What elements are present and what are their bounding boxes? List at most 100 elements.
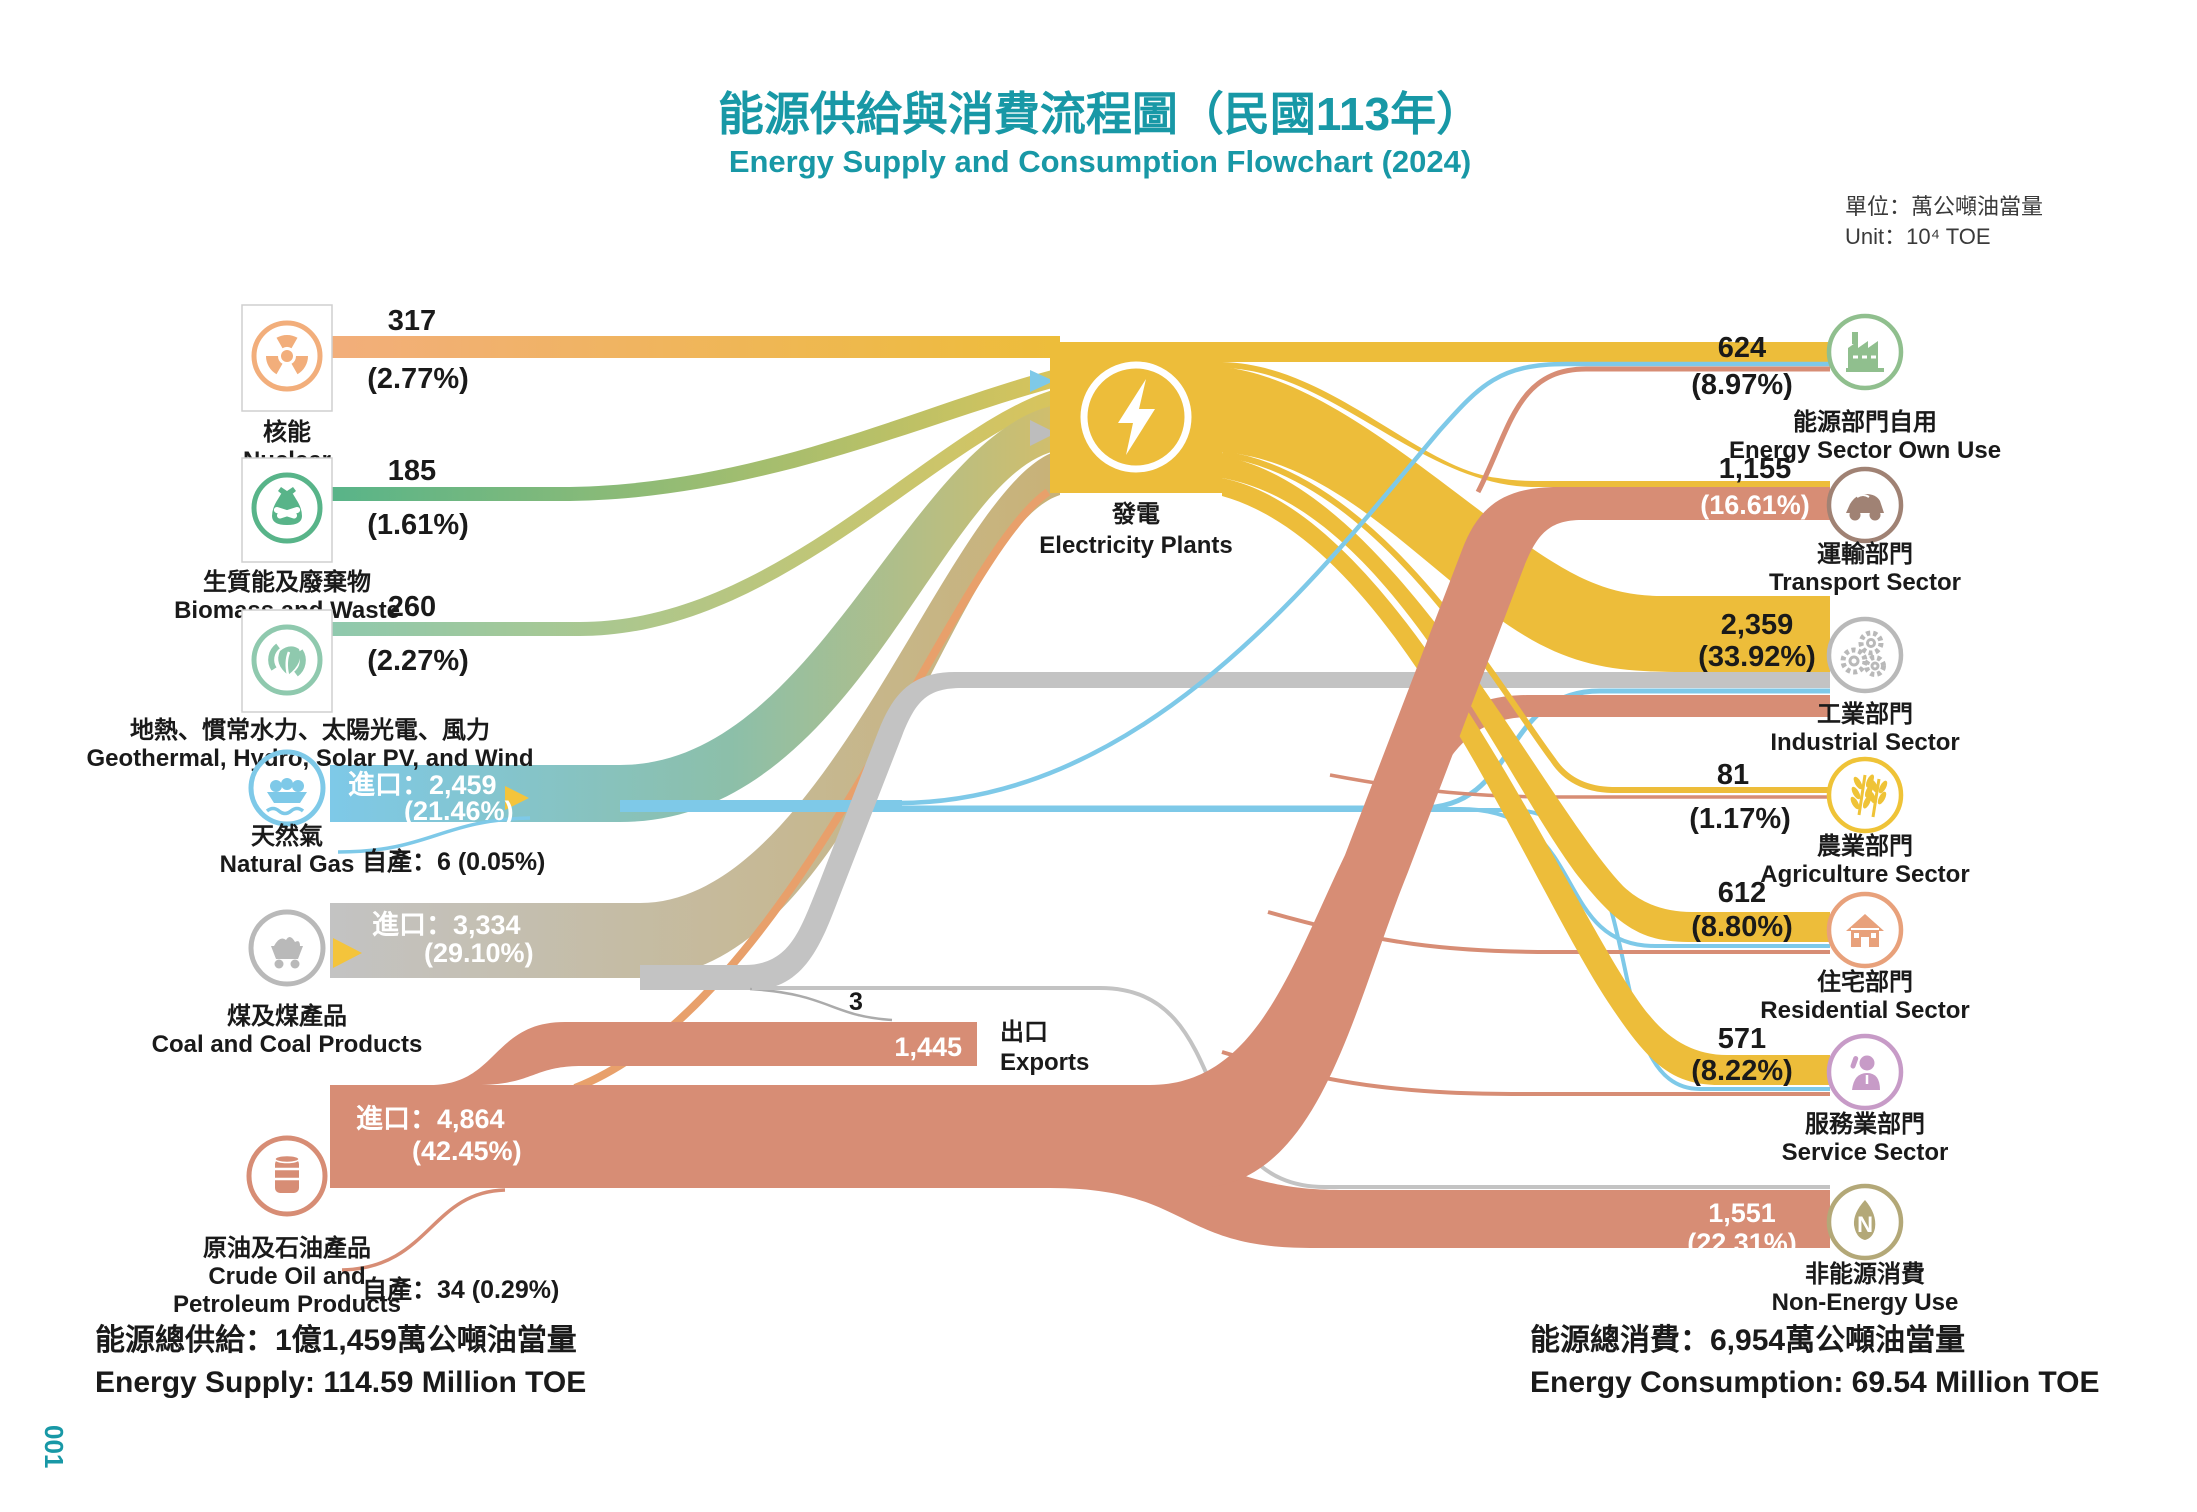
coal-label-zh: 煤及煤產品 xyxy=(227,1002,347,1030)
exports-label-zh: 出口 xyxy=(1000,1019,1048,1046)
oil-barrel-icon xyxy=(246,1135,328,1217)
source-natural-gas: 天然氣 Natural Gas 進口：2,459 (21.46%) 自產：6 (… xyxy=(220,749,545,878)
residential-pct: (8.80%) xyxy=(1691,911,1793,943)
flow-coal-to-electricity xyxy=(330,450,1060,978)
renewables-value: 260 xyxy=(388,591,436,623)
total-supply-en: Energy Supply: 114.59 Million TOE xyxy=(95,1366,586,1399)
sector-transport: 運輸部門 Transport Sector 1,155 (16.61%) xyxy=(1700,453,1961,596)
oil-import-pct: (42.45%) xyxy=(412,1136,522,1166)
page-number: 001 xyxy=(39,1425,69,1468)
service-label-zh: 服務業部門 xyxy=(1805,1110,1925,1138)
non-energy-pct: (22.31%) xyxy=(1687,1228,1797,1258)
non-energy-icon-letter: N xyxy=(1857,1212,1873,1237)
flows xyxy=(330,336,1830,1272)
nuclear-label-zh: 核能 xyxy=(263,418,311,446)
biomass-pct: (1.61%) xyxy=(367,509,469,541)
non-energy-value: 1,551 xyxy=(1708,1198,1776,1228)
transport-label-en: Transport Sector xyxy=(1769,569,1961,596)
own-use-label-zh: 能源部門自用 xyxy=(1793,408,1937,436)
source-nuclear: 核能 Nuclear 317 (2.77%) xyxy=(241,304,469,474)
service-label-en: Service Sector xyxy=(1782,1139,1949,1166)
house-icon xyxy=(1826,891,1904,969)
total-consumption-en: Energy Consumption: 69.54 Million TOE xyxy=(1530,1366,2100,1399)
electricity-label-zh: 發電 xyxy=(1111,501,1160,528)
gas-entry-arrow-icon xyxy=(1030,370,1054,392)
natural-gas-domestic-label: 自產：6 (0.05%) xyxy=(362,847,545,876)
car-icon xyxy=(1826,466,1904,544)
nuclear-value: 317 xyxy=(388,305,436,337)
factory-icon xyxy=(1826,313,1904,391)
industrial-label-zh: 工業部門 xyxy=(1817,700,1913,728)
flow-oil-to-exports xyxy=(430,1022,977,1085)
coal-import-pct: (29.10%) xyxy=(424,938,534,968)
sector-residential: 住宅部門 Residential Sector 612 (8.80%) xyxy=(1691,877,1969,1024)
source-coal: 煤及煤產品 Coal and Coal Products 進口：3,334 (2… xyxy=(152,909,534,1058)
coal-entry-arrow-icon xyxy=(1030,420,1056,446)
own-use-label-en: Energy Sector Own Use xyxy=(1729,437,2001,464)
oil-label-zh: 原油及石油產品 xyxy=(203,1234,371,1262)
leaf-recycle-icon xyxy=(251,624,323,696)
sector-agriculture: 農業部門 Agriculture Sector 81 (1.17%) xyxy=(1689,756,1970,888)
sector-industrial: 工業部門 Industrial Sector 2,359 (33.92%) xyxy=(1698,609,1960,756)
flow-gas-domestic xyxy=(337,816,531,854)
flow-gas-to-electricity xyxy=(330,404,1060,822)
renewables-pct: (2.27%) xyxy=(367,645,469,677)
flow-biomass-to-electricity xyxy=(330,368,1060,501)
transport-pct: (16.61%) xyxy=(1700,490,1810,520)
nuclear-icon xyxy=(251,320,323,392)
flow-gas-to-residential xyxy=(898,807,1830,948)
non-energy-label-en: Non-Energy Use xyxy=(1772,1289,1959,1316)
sector-service: 服務業部門 Service Sector 571 (8.22%) xyxy=(1691,1023,1948,1166)
non-energy-label-zh: 非能源消費 xyxy=(1805,1260,1925,1288)
total-supply-zh: 能源總供給：1億1,459萬公噸油當量 xyxy=(95,1323,577,1357)
residential-label-zh: 住宅部門 xyxy=(1817,968,1913,996)
lng-ship-icon xyxy=(248,749,326,827)
service-pct: (8.22%) xyxy=(1691,1055,1793,1087)
transport-label-zh: 運輸部門 xyxy=(1817,540,1913,568)
mine-cart-icon xyxy=(248,909,326,987)
oil-import-value: 進口：4,864 xyxy=(356,1104,505,1134)
waste-bag-icon xyxy=(251,472,323,544)
coal-import-arrow-icon xyxy=(333,938,362,968)
flow-oil-to-non-energy xyxy=(1050,1125,1830,1248)
transport-value: 1,155 xyxy=(1719,453,1792,485)
exports-label-en: Exports xyxy=(1000,1049,1089,1076)
unit-label-zh: 單位：萬公噸油當量 xyxy=(1845,194,2043,219)
flow-gas-direct-band xyxy=(620,800,902,812)
flow-oil-to-own-use xyxy=(1475,366,1830,494)
own-use-value: 624 xyxy=(1718,332,1766,364)
totals: 能源總供給：1億1,459萬公噸油當量 Energy Supply: 114.5… xyxy=(95,1323,2100,1399)
agriculture-value: 81 xyxy=(1717,759,1749,791)
natural-gas-label-en: Natural Gas xyxy=(220,851,355,878)
electricity-label-en: Electricity Plants xyxy=(1039,532,1232,559)
natural-gas-label-zh: 天然氣 xyxy=(251,822,323,850)
own-use-pct: (8.97%) xyxy=(1691,369,1793,401)
flow-electricity-to-transport xyxy=(1222,362,1830,487)
industrial-pct: (33.92%) xyxy=(1698,641,1816,673)
industrial-value: 2,359 xyxy=(1721,609,1794,641)
agriculture-label-zh: 農業部門 xyxy=(1817,832,1913,860)
flow-gas-to-own-use xyxy=(897,361,1830,806)
source-oil: 原油及石油產品 Crude Oil and Petroleum Products… xyxy=(173,1104,559,1318)
biomass-label-zh: 生質能及廢棄物 xyxy=(203,568,371,596)
service-value: 571 xyxy=(1718,1023,1766,1055)
flow-electricity-to-own-use xyxy=(1222,342,1830,362)
renewables-label-zh: 地熱、慣常水力、太陽光電、風力 xyxy=(130,717,490,744)
flow-coal-to-exports xyxy=(749,987,893,1022)
flame-n-icon: N xyxy=(1826,1183,1904,1261)
page-title-en: Energy Supply and Consumption Flowchart … xyxy=(729,144,1471,179)
sector-non-energy: N 非能源消費 Non-Energy Use 1,551 (22.31%) xyxy=(1687,1183,1959,1316)
unit-label-en: Unit：10⁴ TOE xyxy=(1845,224,1991,249)
residential-label-en: Residential Sector xyxy=(1760,997,1969,1024)
wheat-icon xyxy=(1826,756,1904,834)
sector-own-use: 能源部門自用 Energy Sector Own Use 624 (8.97%) xyxy=(1691,313,2001,464)
flow-oil-main-to-transport xyxy=(330,487,1830,1188)
gas-import-arrow-icon xyxy=(505,786,529,810)
electricity-plants-node: 發電 Electricity Plants xyxy=(1039,342,1233,559)
agriculture-pct: (1.17%) xyxy=(1689,803,1791,835)
gears-icon xyxy=(1826,616,1904,694)
natural-gas-import-pct: (21.46%) xyxy=(404,796,514,826)
flow-nuclear-to-electricity xyxy=(330,336,1060,358)
